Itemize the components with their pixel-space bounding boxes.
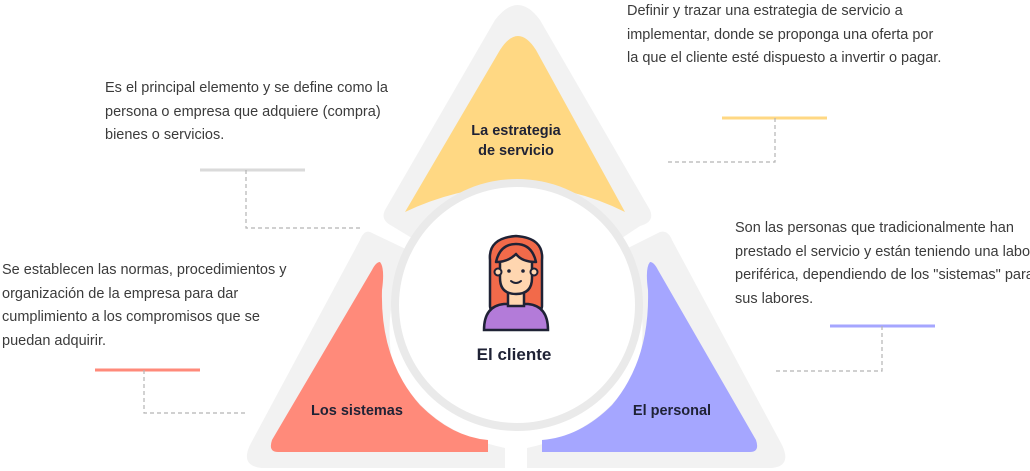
systems-description: Se establecen las normas, procedimientos…: [2, 262, 287, 349]
strategy-label-line2: de servicio: [478, 143, 554, 159]
staff-label: El personal: [633, 403, 711, 419]
strategy-segment: [405, 36, 625, 212]
systems-label: Los sistemas: [311, 403, 403, 419]
systems-segment: [270, 262, 488, 452]
strategy-connector: [667, 116, 827, 163]
systems-connector: [95, 368, 246, 414]
staff-segment: [542, 262, 758, 452]
strategy-label-line1: La estrategia: [471, 123, 561, 139]
center-label: El cliente: [477, 345, 552, 364]
woman-avatar-icon: [482, 234, 550, 332]
staff-description: Son las personas que tradicionalmente ha…: [735, 220, 1030, 307]
client-description: Es el principal elemento y se define com…: [105, 80, 388, 143]
strategy-description: Definir y trazar una estrategia de servi…: [627, 3, 942, 66]
client-connector: [200, 168, 360, 229]
staff-connector: [775, 324, 935, 372]
